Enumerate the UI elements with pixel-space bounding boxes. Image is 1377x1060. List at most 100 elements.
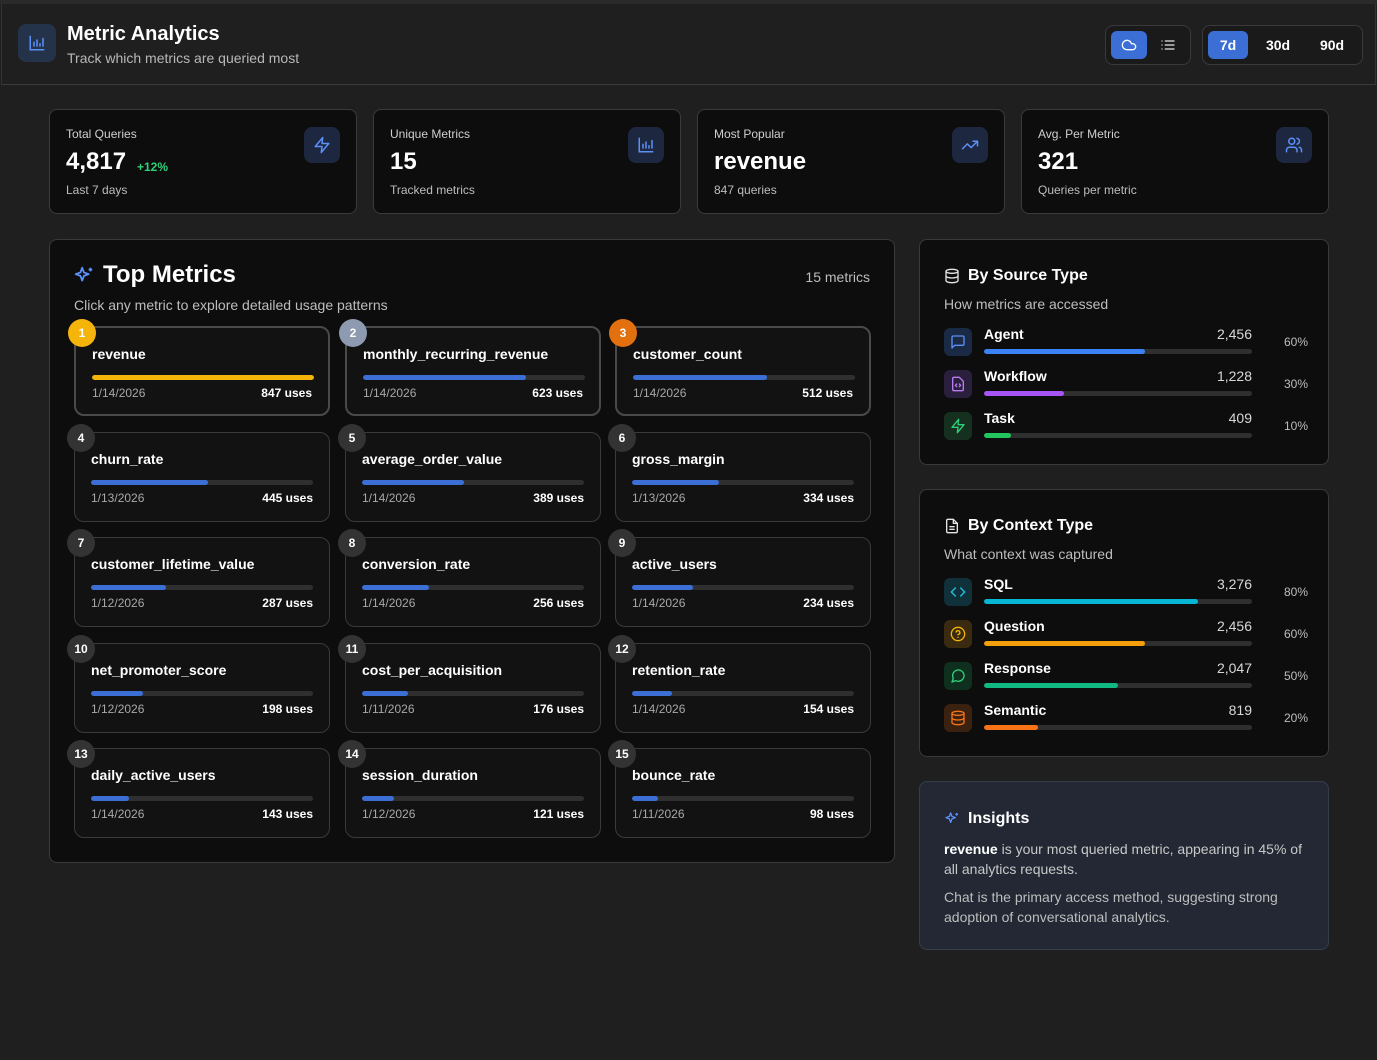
row-bar-track <box>984 683 1252 688</box>
rank-badge: 14 <box>338 740 366 768</box>
usage-bar-fill <box>632 796 658 801</box>
range-30d-button[interactable]: 30d <box>1265 37 1291 53</box>
usage-bar-track <box>633 375 855 380</box>
metric-card[interactable]: 11 cost_per_acquisition 1/11/2026 176 uses <box>338 635 601 733</box>
row-bar-track <box>984 599 1252 604</box>
insight-text-primary: revenue is your most queried metric, app… <box>944 839 1314 879</box>
message-circle-icon <box>951 669 965 683</box>
app-logo <box>18 24 56 62</box>
rank-badge: 1 <box>68 319 96 347</box>
metric-uses-count: 334 uses <box>803 491 854 505</box>
row-bar-track <box>984 349 1252 354</box>
metric-uses-count: 389 uses <box>533 491 584 505</box>
stat-value: 4,817 <box>66 148 127 175</box>
insight-text-secondary: Chat is the primary access method, sugge… <box>944 889 1278 925</box>
context-type-row: Semantic 819 20% <box>944 702 1310 736</box>
stat-subtext: Last 7 days <box>66 183 128 197</box>
metric-last-used-date: 1/14/2026 <box>92 386 146 400</box>
metric-name: revenue <box>92 346 146 362</box>
workflow-file-icon-box <box>944 370 972 398</box>
usage-bar-fill <box>632 480 720 485</box>
row-label: Workflow <box>984 368 1047 384</box>
top-metrics-subtitle: Click any metric to explore detailed usa… <box>74 297 388 313</box>
metric-card[interactable]: 15 bounce_rate 1/11/2026 98 uses <box>608 740 871 838</box>
metric-last-used-date: 1/14/2026 <box>632 596 686 610</box>
metric-name: retention_rate <box>632 662 726 678</box>
metric-card[interactable]: 7 customer_lifetime_value 1/12/2026 287 use… <box>67 529 330 627</box>
metrics-count: 15 metrics <box>805 269 870 285</box>
metric-card[interactable]: 13 daily_active_users 1/14/2026 143 uses <box>67 740 330 838</box>
row-percent: 60% <box>1283 335 1308 349</box>
insight-text-rest: is your most queried metric, appearing i… <box>944 841 1302 877</box>
metric-card[interactable]: 8 conversion_rate 1/14/2026 256 uses <box>338 529 601 627</box>
row-bar-fill <box>984 433 1011 438</box>
usage-bar-track <box>91 796 313 801</box>
usage-bar-track <box>362 480 584 485</box>
metric-name: active_users <box>632 556 717 572</box>
metric-card[interactable]: 12 retention_rate 1/14/2026 154 uses <box>608 635 871 733</box>
range-90d-button[interactable]: 90d <box>1319 37 1345 53</box>
range-7d-button[interactable]: 7d <box>1208 31 1248 59</box>
metric-card[interactable]: 6 gross_margin 1/13/2026 334 uses <box>608 424 871 522</box>
row-percent: 80% <box>1283 585 1308 599</box>
row-value: 409 <box>1228 410 1252 426</box>
metric-card[interactable]: 14 session_duration 1/12/2026 121 uses <box>338 740 601 838</box>
metric-uses-count: 512 uses <box>802 386 853 400</box>
usage-bar-fill <box>362 585 430 590</box>
usage-bar-track <box>632 796 854 801</box>
rank-badge: 15 <box>608 740 636 768</box>
context-type-row: Response 2,047 50% <box>944 660 1310 694</box>
rank-badge: 4 <box>67 424 95 452</box>
usage-bar-track <box>91 691 313 696</box>
row-label: Agent <box>984 326 1024 342</box>
stat-value: revenue <box>714 148 807 175</box>
metric-last-used-date: 1/14/2026 <box>633 386 687 400</box>
metric-card[interactable]: 5 average_order_value 1/14/2026 389 uses <box>338 424 601 522</box>
top-metrics-panel: Top Metrics 15 metrics Click any metric … <box>49 239 895 863</box>
row-value: 819 <box>1228 702 1252 718</box>
row-value: 2,047 <box>1216 660 1252 676</box>
context-type-title: By Context Type <box>968 517 1094 534</box>
list-view-button[interactable] <box>1150 31 1186 59</box>
row-percent: 50% <box>1283 669 1308 683</box>
row-value: 2,456 <box>1216 618 1252 634</box>
metric-card[interactable]: 4 churn_rate 1/13/2026 445 uses <box>67 424 330 522</box>
row-label: Question <box>984 618 1045 634</box>
metric-card[interactable]: 3 customer_count 1/14/2026 512 uses <box>609 319 871 416</box>
page-title: Metric Analytics <box>67 23 220 45</box>
rank-badge: 3 <box>609 319 637 347</box>
row-label: Response <box>984 660 1051 676</box>
row-bar-track <box>984 725 1252 730</box>
metric-last-used-date: 1/14/2026 <box>632 702 686 716</box>
stat-card-most-popular: Most Popular revenue 847 queries <box>697 109 1005 214</box>
message-circle-icon-box <box>944 662 972 690</box>
metric-card[interactable]: 1 revenue 1/14/2026 847 uses <box>68 319 330 416</box>
metric-name: gross_margin <box>632 451 725 467</box>
metric-name: bounce_rate <box>632 767 716 783</box>
usage-bar-track <box>91 480 313 485</box>
row-percent: 60% <box>1283 627 1308 641</box>
row-bar-track <box>984 641 1252 646</box>
metric-uses-count: 143 uses <box>262 807 313 821</box>
row-value: 2,456 <box>1216 326 1252 342</box>
source-type-title: By Source Type <box>968 267 1088 284</box>
metric-card[interactable]: 10 net_promoter_score 1/12/2026 198 uses <box>67 635 330 733</box>
usage-bar-track <box>362 796 584 801</box>
metric-uses-count: 445 uses <box>262 491 313 505</box>
row-value: 1,228 <box>1216 368 1252 384</box>
stat-value: 15 <box>390 148 417 175</box>
metric-uses-count: 198 uses <box>262 702 313 716</box>
cloud-view-button[interactable] <box>1111 31 1147 59</box>
code-icon-box <box>944 578 972 606</box>
usage-bar-fill <box>632 691 673 696</box>
rank-badge: 9 <box>608 529 636 557</box>
top-metrics-title: Top Metrics <box>103 261 236 288</box>
stat-icon-box <box>304 127 340 163</box>
metric-name: net_promoter_score <box>91 662 227 678</box>
rank-badge: 13 <box>67 740 95 768</box>
stat-delta-badge: +12% <box>137 160 169 174</box>
stat-icon-box <box>628 127 664 163</box>
metric-card[interactable]: 2 monthly_recurring_revenue 1/14/2026 623 u… <box>339 319 601 416</box>
metric-card[interactable]: 9 active_users 1/14/2026 234 uses <box>608 529 871 627</box>
date-range-toggle: 7d 30d 90d <box>1202 25 1363 65</box>
